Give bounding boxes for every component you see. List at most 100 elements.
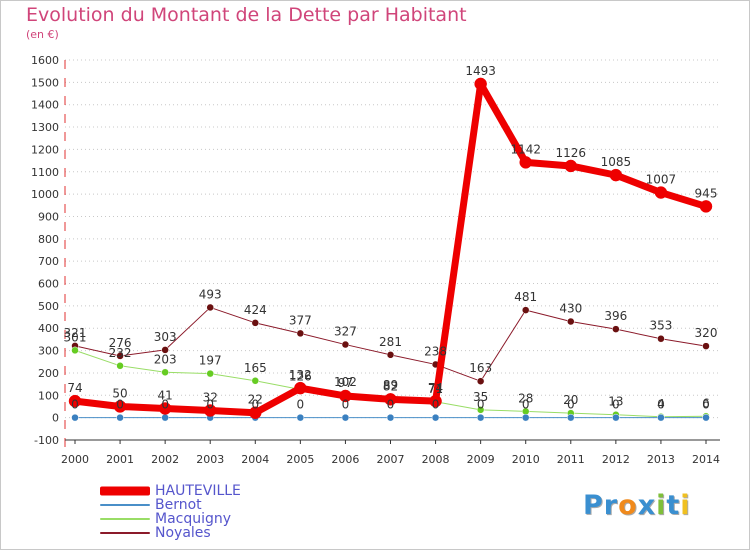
y-tick-label: 800 xyxy=(38,233,59,246)
data-point xyxy=(476,406,485,414)
legend-label: Bernot xyxy=(155,497,202,513)
data-point xyxy=(657,334,665,343)
x-tick-label: 2011 xyxy=(557,453,585,466)
data-label: 424 xyxy=(244,303,267,317)
data-point xyxy=(429,394,442,408)
data-label: 0 xyxy=(432,398,440,412)
y-tick-label: 200 xyxy=(38,367,59,380)
data-point xyxy=(386,413,395,422)
data-point xyxy=(567,413,575,422)
x-tick-label: 2000 xyxy=(61,453,89,466)
data-point xyxy=(71,346,79,355)
data-point xyxy=(567,317,575,326)
data-point xyxy=(71,413,79,422)
data-point xyxy=(339,389,352,403)
data-label: 0 xyxy=(702,398,710,412)
data-point xyxy=(521,306,530,314)
data-label: 6 xyxy=(702,396,710,410)
x-tick-label: 2004 xyxy=(241,453,269,466)
data-label: 203 xyxy=(154,352,177,366)
y-tick-label: 1200 xyxy=(31,143,59,156)
data-point xyxy=(474,77,487,91)
y-tick-label: 700 xyxy=(38,255,59,268)
data-label: 377 xyxy=(289,313,312,327)
data-label: 0 xyxy=(657,398,665,412)
data-label: 165 xyxy=(244,361,267,375)
data-label: 20 xyxy=(563,393,578,407)
x-tick-label: 2007 xyxy=(377,453,405,466)
data-label: 50 xyxy=(112,386,127,400)
data-label: 32 xyxy=(203,390,218,404)
data-point xyxy=(294,381,307,395)
data-label: 0 xyxy=(342,398,350,412)
data-label: 126 xyxy=(289,369,312,383)
data-label: 89 xyxy=(383,378,398,392)
data-point xyxy=(161,368,169,377)
x-tick-label: 2006 xyxy=(331,453,359,466)
y-tick-label: 1100 xyxy=(31,166,59,179)
data-point xyxy=(158,402,172,415)
data-point xyxy=(609,168,623,182)
data-label: 0 xyxy=(477,398,485,412)
y-tick-label: 1600 xyxy=(31,54,59,67)
data-label: 0 xyxy=(116,398,124,412)
data-label: 4 xyxy=(657,397,665,411)
data-label: 1085 xyxy=(601,155,632,169)
data-point xyxy=(113,400,127,413)
data-point xyxy=(251,377,260,385)
data-label: 0 xyxy=(612,398,620,412)
data-label: 1007 xyxy=(646,173,677,187)
x-tick-label: 2009 xyxy=(467,453,495,466)
legend-swatch xyxy=(100,504,150,506)
chart-subtitle: (en €) xyxy=(26,28,59,41)
data-label: 238 xyxy=(424,344,447,358)
legend-swatch xyxy=(100,532,150,534)
y-tick-label: 900 xyxy=(38,210,59,223)
data-point xyxy=(341,413,350,422)
data-label: 493 xyxy=(199,287,222,301)
data-label: 1142 xyxy=(510,142,541,156)
data-label: 0 xyxy=(161,398,169,412)
data-label: 74 xyxy=(428,381,443,395)
data-point xyxy=(341,340,350,349)
x-tick-label: 2001 xyxy=(106,453,134,466)
data-label: 945 xyxy=(695,186,718,200)
data-label: 0 xyxy=(387,398,395,412)
data-point xyxy=(251,319,260,327)
legend-item: Bernot xyxy=(100,497,400,513)
data-point xyxy=(386,351,395,359)
legend-swatch xyxy=(100,518,150,520)
x-tick-label: 2013 xyxy=(647,453,675,466)
data-label: 327 xyxy=(334,325,357,339)
data-point xyxy=(521,413,530,422)
x-tick-label: 2003 xyxy=(196,453,224,466)
proxiti-logo: Proxiti xyxy=(583,490,691,521)
y-tick-label: 600 xyxy=(38,278,59,291)
data-label: 41 xyxy=(158,388,173,402)
data-label: 1493 xyxy=(465,64,496,78)
data-label: 22 xyxy=(248,393,263,407)
data-label: 303 xyxy=(154,330,177,344)
data-label: 232 xyxy=(109,346,132,360)
data-point xyxy=(68,394,82,408)
data-point xyxy=(249,406,262,419)
data-label: 97 xyxy=(338,376,353,390)
legend-label: Noyales xyxy=(155,525,211,541)
data-point xyxy=(476,413,485,422)
data-point xyxy=(702,342,710,350)
legend-item: HAUTEVILLE xyxy=(100,483,400,499)
data-point xyxy=(431,413,440,422)
data-point xyxy=(116,352,124,360)
data-point xyxy=(702,413,710,422)
y-tick-label: 1500 xyxy=(31,76,59,89)
data-label: 1126 xyxy=(556,146,587,160)
legend-item: Macquigny xyxy=(100,511,400,527)
legend-swatch xyxy=(100,486,150,496)
y-tick-label: 1400 xyxy=(31,99,59,112)
data-label: 281 xyxy=(379,335,402,349)
legend-label: HAUTEVILLE xyxy=(155,483,241,499)
data-label: 0 xyxy=(71,398,79,412)
data-point xyxy=(654,186,668,199)
